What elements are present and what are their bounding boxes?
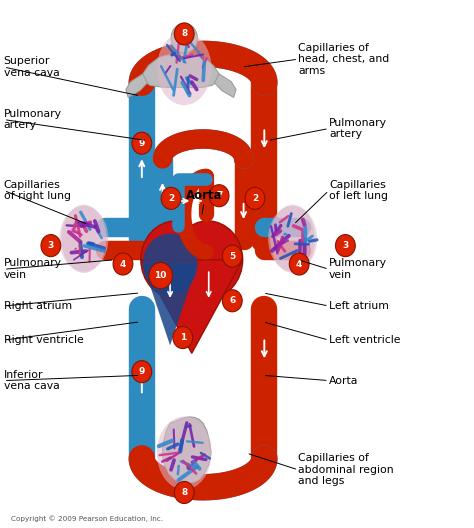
Circle shape (149, 262, 173, 289)
Text: Pulmonary
artery: Pulmonary artery (329, 118, 387, 139)
Text: Right ventricle: Right ventricle (4, 335, 83, 345)
Text: Aorta: Aorta (329, 375, 358, 385)
Circle shape (222, 290, 242, 312)
Text: Superior
vena cava: Superior vena cava (4, 56, 60, 78)
Circle shape (132, 132, 152, 154)
Text: 9: 9 (138, 367, 145, 376)
Text: 7: 7 (216, 191, 222, 200)
Circle shape (289, 253, 309, 275)
Circle shape (174, 482, 194, 504)
Ellipse shape (270, 205, 315, 273)
Text: 3: 3 (48, 241, 54, 250)
Text: 8: 8 (181, 488, 187, 497)
Circle shape (173, 221, 243, 299)
Circle shape (336, 234, 356, 257)
Ellipse shape (157, 417, 211, 489)
Text: Copyright © 2009 Pearson Education, Inc.: Copyright © 2009 Pearson Education, Inc. (11, 516, 163, 522)
Circle shape (41, 234, 61, 257)
Circle shape (141, 221, 210, 299)
Circle shape (171, 23, 197, 53)
Text: Inferior
vena cava: Inferior vena cava (4, 370, 60, 391)
Text: Pulmonary
artery: Pulmonary artery (4, 109, 62, 130)
Text: Left ventricle: Left ventricle (329, 335, 401, 345)
Polygon shape (143, 53, 219, 88)
Text: 4: 4 (296, 259, 302, 269)
Text: 10: 10 (155, 271, 167, 280)
Ellipse shape (268, 206, 317, 271)
Ellipse shape (59, 206, 109, 271)
Polygon shape (214, 74, 236, 98)
Text: Aorta: Aorta (186, 189, 222, 202)
Text: Pulmonary
vein: Pulmonary vein (329, 258, 387, 280)
Text: 1: 1 (180, 333, 186, 342)
Circle shape (161, 187, 181, 210)
Text: 3: 3 (342, 241, 348, 250)
Text: 6: 6 (229, 296, 236, 305)
Text: 9: 9 (138, 139, 145, 148)
Circle shape (143, 233, 197, 295)
Ellipse shape (157, 32, 211, 105)
Text: 2: 2 (252, 194, 258, 203)
Text: Capillaries of
head, chest, and
arms: Capillaries of head, chest, and arms (298, 43, 390, 76)
Ellipse shape (62, 205, 106, 273)
Circle shape (113, 253, 133, 275)
Polygon shape (143, 264, 197, 345)
Text: 5: 5 (229, 252, 236, 261)
Circle shape (209, 185, 229, 207)
Text: Capillaries
of left lung: Capillaries of left lung (329, 180, 388, 201)
Text: Pulmonary
vein: Pulmonary vein (4, 258, 62, 280)
Text: 8: 8 (181, 30, 187, 39)
Circle shape (245, 187, 265, 210)
Text: 4: 4 (120, 259, 126, 269)
Text: 2: 2 (168, 194, 174, 203)
Text: Capillaries
of right lung: Capillaries of right lung (4, 180, 71, 201)
Text: Capillaries of
abdominal region
and legs: Capillaries of abdominal region and legs (298, 453, 394, 486)
Polygon shape (126, 74, 147, 98)
Polygon shape (141, 260, 243, 353)
Circle shape (132, 361, 152, 383)
Circle shape (174, 23, 194, 45)
Circle shape (222, 245, 242, 267)
Text: Right atrium: Right atrium (4, 301, 72, 311)
Text: Left atrium: Left atrium (329, 301, 389, 311)
Polygon shape (162, 417, 211, 483)
Circle shape (173, 326, 193, 348)
